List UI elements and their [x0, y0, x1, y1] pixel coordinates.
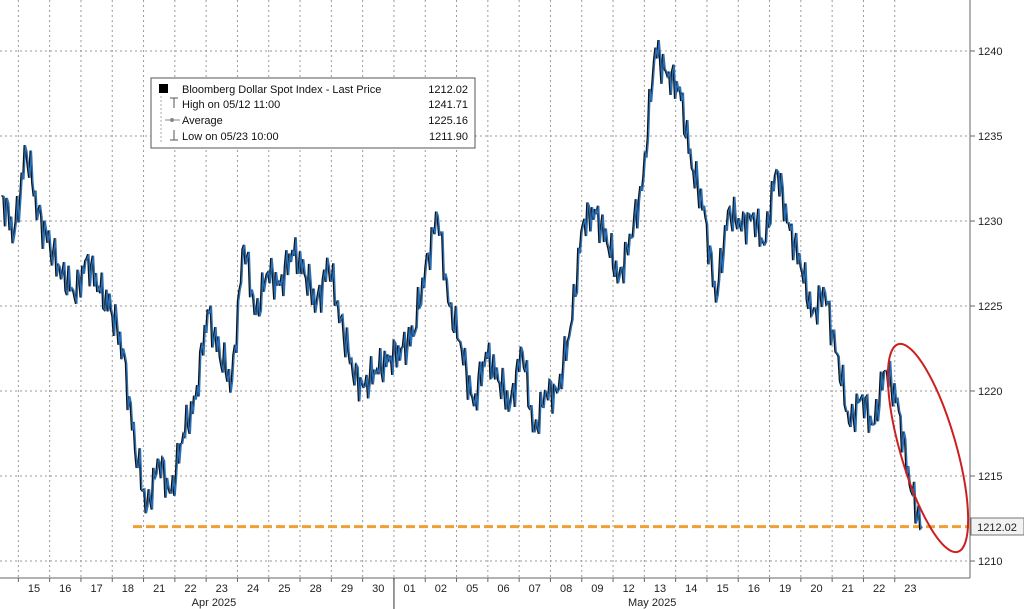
- legend-row-value: 1212.02: [428, 84, 468, 96]
- x-tick-label: 29: [341, 583, 353, 595]
- x-tick-label: 02: [435, 583, 447, 595]
- x-tick-label: 21: [842, 583, 854, 595]
- x-tick-label: 22: [184, 583, 196, 595]
- y-tick-label: 1230: [978, 216, 1002, 228]
- x-tick-label: 19: [779, 583, 791, 595]
- x-tick-label: 18: [122, 583, 134, 595]
- x-tick-label: 08: [560, 583, 572, 595]
- x-tick-label: 16: [59, 583, 71, 595]
- x-tick-label: 15: [28, 583, 40, 595]
- low-marker-icon: [170, 130, 178, 141]
- time-axis: 15 16 17 18 21 22 23 24 25 28 29 30 01 02 05 06 07 08 09 12…: [17, 578, 917, 595]
- x-tick-label: 23: [216, 583, 228, 595]
- highlight-ellipse: [886, 342, 970, 554]
- month-label: Apr 2025: [192, 597, 237, 609]
- x-tick-label: 22: [873, 583, 885, 595]
- x-tick-label: 05: [466, 583, 478, 595]
- average-marker-icon: [165, 118, 180, 122]
- legend-row-label: Average: [182, 115, 223, 127]
- x-tick-label: 17: [90, 583, 102, 595]
- y-tick-label: 1210: [978, 556, 1002, 568]
- y-tick-label: 1215: [978, 471, 1002, 483]
- x-tick-label: 20: [810, 583, 822, 595]
- price-axis: 1210 1215 1220 1225 1230 1235 1240: [970, 46, 1002, 568]
- legend: Bloomberg Dollar Spot Index - Last Price…: [150, 77, 476, 149]
- last-price-value: 1212.02: [977, 522, 1017, 534]
- x-tick-label: 25: [278, 583, 290, 595]
- y-tick-label: 1225: [978, 301, 1002, 313]
- x-tick-label: 07: [529, 583, 541, 595]
- price-line: [2, 39, 923, 531]
- series-swatch-icon: [159, 84, 168, 93]
- x-tick-label: 01: [403, 583, 415, 595]
- y-tick-label: 1240: [978, 46, 1002, 58]
- x-tick-label: 23: [904, 583, 916, 595]
- x-tick-label: 13: [654, 583, 666, 595]
- legend-row-value: 1225.16: [428, 115, 468, 127]
- x-tick-label: 12: [623, 583, 635, 595]
- legend-row-label: Low on 05/23 10:00: [182, 131, 279, 143]
- high-marker-icon: [170, 97, 178, 108]
- x-tick-label: 24: [247, 583, 259, 595]
- legend-row-value: 1241.71: [428, 99, 468, 111]
- y-tick-label: 1235: [978, 131, 1002, 143]
- x-tick-label: 06: [497, 583, 509, 595]
- legend-row-label: High on 05/12 11:00: [182, 99, 280, 111]
- month-labels: Apr 2025 May 2025: [192, 597, 677, 609]
- x-tick-label: 28: [310, 583, 322, 595]
- legend-row-label: Bloomberg Dollar Spot Index - Last Price: [182, 84, 381, 96]
- month-label: May 2025: [628, 597, 676, 609]
- last-price-tag: 1212.02: [970, 517, 1024, 536]
- legend-row-value: 1211.90: [429, 131, 468, 143]
- x-tick-label: 30: [372, 583, 384, 595]
- x-tick-label: 14: [685, 583, 697, 595]
- x-tick-label: 16: [748, 583, 760, 595]
- x-tick-label: 09: [591, 583, 603, 595]
- x-tick-label: 21: [153, 583, 165, 595]
- y-tick-label: 1220: [978, 386, 1002, 398]
- x-tick-label: 15: [716, 583, 728, 595]
